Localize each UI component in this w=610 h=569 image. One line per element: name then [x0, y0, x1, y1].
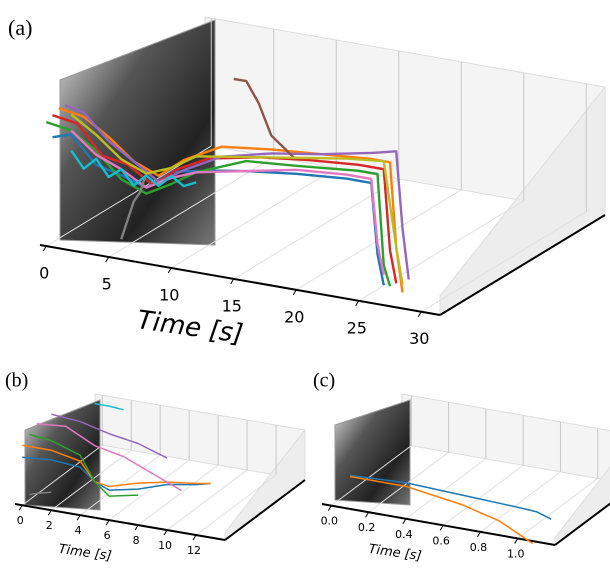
- x-tick-label: 10: [158, 539, 172, 552]
- x-tick-label: 2: [46, 519, 53, 532]
- x-tick-label: 0: [17, 514, 24, 527]
- floor-grid-line: [443, 465, 523, 525]
- x-tick-label: 10: [159, 285, 179, 304]
- x-axis-label: Time [s]: [368, 542, 423, 564]
- x-tick-label: 30: [409, 329, 429, 348]
- x-tick-label: 12: [187, 544, 201, 557]
- x-tick-label: 1.0: [507, 547, 525, 560]
- x-tick-label: 6: [104, 529, 111, 542]
- x-tick-label: 0: [39, 264, 49, 283]
- x-tick-label: 0.4: [395, 528, 413, 541]
- x-tick-label: 0.0: [321, 515, 339, 528]
- back-wall: [95, 394, 305, 480]
- x-axis-label: Time [s]: [58, 542, 113, 564]
- floor-grid-line: [138, 465, 218, 525]
- x-tick-label: 4: [75, 524, 82, 537]
- x-tick-label: 0.2: [358, 521, 376, 534]
- x-tick-label: 25: [347, 318, 367, 337]
- back-wall: [402, 394, 610, 485]
- x-tick-label: 0.8: [470, 541, 488, 554]
- x-tick-label: 20: [284, 307, 304, 326]
- figure: 0 5 10 15 20 25 30 (a) Time [s] 0 2 4 6 8 10 12 (b) Time …: [0, 0, 610, 569]
- panel-label: (c): [313, 370, 335, 392]
- panel-label: (b): [5, 370, 28, 392]
- x-tick-label: 15: [222, 296, 242, 315]
- panel-label: (a): [8, 15, 32, 40]
- x-tick-label: 5: [102, 275, 112, 294]
- floor-grid-line: [234, 179, 399, 279]
- x-tick-label: 0.6: [432, 534, 450, 547]
- x-tick-label: 8: [133, 534, 140, 547]
- page: 0 5 10 15 20 25 30 (a) Time [s] 0 2 4 6 8 10 12 (b) Time …: [0, 0, 610, 569]
